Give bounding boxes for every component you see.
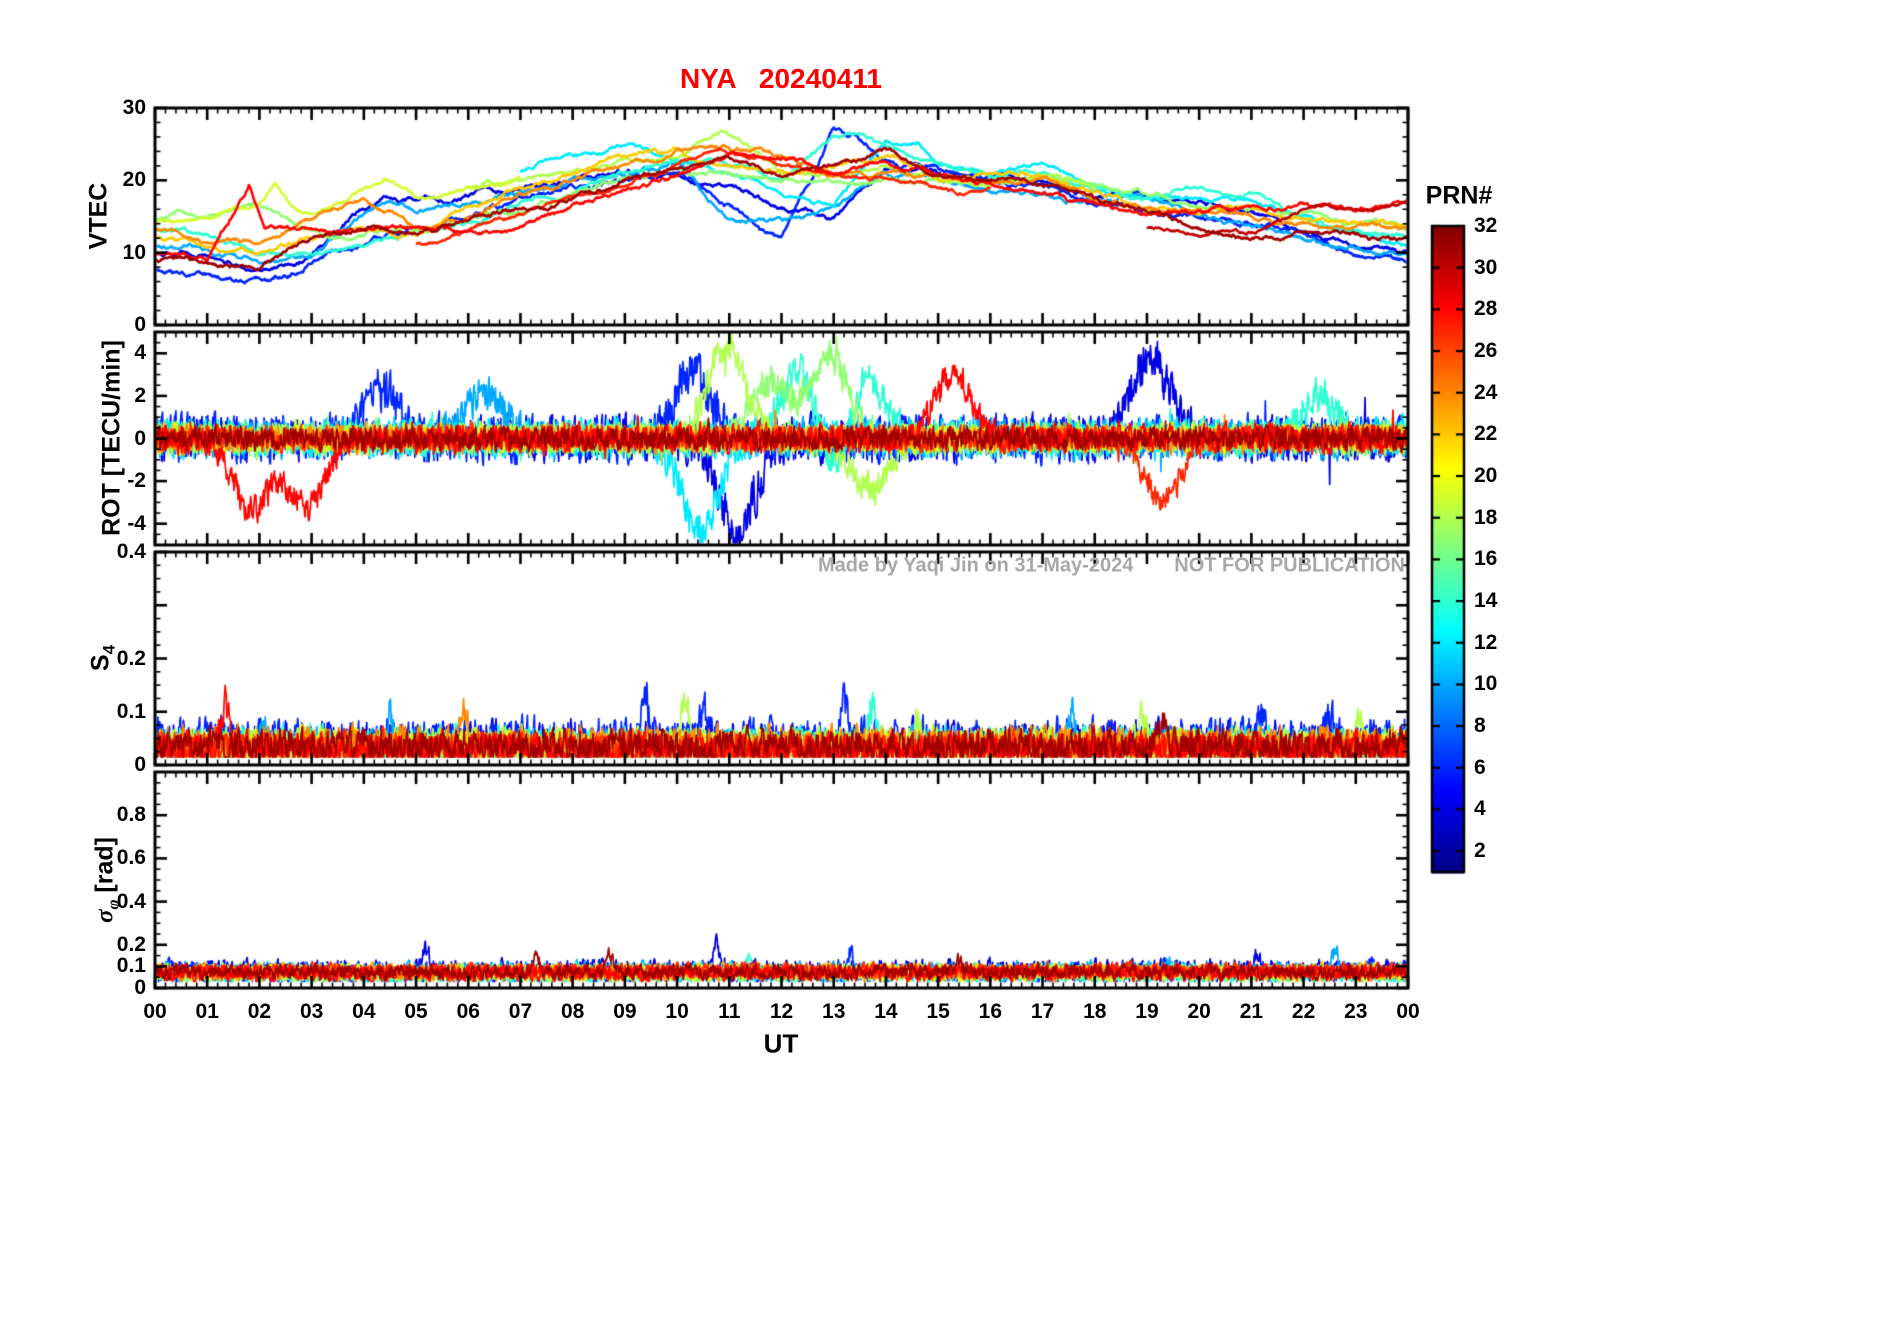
x-tick-label: 07 bbox=[508, 1000, 533, 1023]
ylabel-rot-text: ROT [TECU/min] bbox=[97, 340, 126, 536]
y-tick-label: 0 bbox=[134, 313, 146, 336]
x-tick-label: 00 bbox=[143, 1000, 167, 1023]
colorbar-tick-label: 14 bbox=[1474, 589, 1498, 613]
ylabel-s4-main: S bbox=[86, 654, 115, 672]
x-tick-label: 16 bbox=[978, 1000, 1003, 1023]
y-tick-label: 0.2 bbox=[116, 932, 146, 956]
x-tick-label: 05 bbox=[404, 1000, 428, 1023]
colorbar-tick-label: 18 bbox=[1474, 505, 1498, 529]
x-tick-label: 20 bbox=[1187, 1000, 1211, 1023]
y-tick-label: 20 bbox=[122, 168, 146, 192]
colorbar-tick-label: 2 bbox=[1474, 839, 1486, 863]
colorbar-tick-label: 28 bbox=[1474, 297, 1498, 321]
x-tick-label: 01 bbox=[195, 1000, 219, 1023]
colorbar-tick-label: 10 bbox=[1474, 672, 1498, 696]
y-tick-label: 30 bbox=[122, 96, 146, 119]
ylabel-sigma-main: σ bbox=[91, 909, 119, 923]
colorbar-tick-label: 6 bbox=[1474, 755, 1486, 779]
x-tick-label: 12 bbox=[769, 1000, 794, 1023]
x-tick-label: 15 bbox=[926, 1000, 950, 1023]
y-tick-label: 4 bbox=[134, 341, 146, 365]
colorbar-tick-label: 26 bbox=[1474, 339, 1498, 363]
x-tick-label: 10 bbox=[665, 1000, 689, 1023]
ylabel-rot: ROT [TECU/min] bbox=[98, 340, 127, 536]
y-tick-label: 0.8 bbox=[116, 803, 146, 827]
y-tick-label: -4 bbox=[127, 511, 146, 535]
ylabel-s4: S4 bbox=[87, 645, 120, 671]
y-tick-label: 0.4 bbox=[116, 540, 146, 563]
y-tick-label: 0 bbox=[134, 426, 146, 450]
colorbar-tick-label: 4 bbox=[1474, 797, 1486, 821]
x-tick-label: 22 bbox=[1291, 1000, 1316, 1023]
colorbar-tick-label: 8 bbox=[1474, 714, 1486, 738]
xlabel-ut: UT bbox=[763, 1028, 799, 1059]
x-tick-label: 18 bbox=[1083, 1000, 1107, 1023]
y-tick-label: 2 bbox=[134, 383, 146, 407]
watermark-notice: NOT FOR PUBLICATION bbox=[1174, 554, 1405, 577]
x-tick-label: 19 bbox=[1135, 1000, 1159, 1023]
x-tick-label: 03 bbox=[299, 1000, 324, 1023]
colorbar-tick-label: 24 bbox=[1474, 380, 1498, 404]
colorbar-tick-label: 20 bbox=[1474, 464, 1498, 488]
x-tick-label: 06 bbox=[456, 1000, 480, 1023]
x-tick-label: 21 bbox=[1239, 1000, 1264, 1023]
y-tick-label: 10 bbox=[122, 240, 146, 264]
colorbar-tick-label: 16 bbox=[1474, 547, 1498, 571]
y-tick-label: 0.6 bbox=[116, 846, 146, 870]
colorbar-tick-label: 12 bbox=[1474, 630, 1498, 654]
y-tick-label: -2 bbox=[127, 469, 146, 493]
colorbar-tick-label: 32 bbox=[1474, 214, 1498, 237]
x-tick-label: 14 bbox=[874, 1000, 898, 1023]
x-tick-label: 17 bbox=[1030, 1000, 1055, 1023]
ylabel-s4-sub: 4 bbox=[99, 644, 119, 655]
ylabel-vtec: VTEC bbox=[85, 183, 114, 250]
x-tick-label: 04 bbox=[352, 1000, 376, 1023]
colorbar-label: PRN# bbox=[1425, 181, 1493, 210]
colorbar-tick-label: 30 bbox=[1474, 255, 1498, 279]
y-tick-label: 0.1 bbox=[116, 699, 146, 723]
y-tick-label: 0.2 bbox=[116, 646, 146, 670]
colorbar-tick-label: 22 bbox=[1474, 422, 1498, 446]
y-tick-label: 0.4 bbox=[116, 889, 146, 913]
y-tick-label: 0.1 bbox=[116, 954, 146, 978]
y-tick-label: 0 bbox=[134, 976, 146, 999]
x-tick-label: 08 bbox=[560, 1000, 585, 1023]
x-tick-label: 23 bbox=[1344, 1000, 1368, 1023]
x-tick-label: 11 bbox=[718, 1000, 741, 1023]
x-tick-label: 09 bbox=[613, 1000, 637, 1023]
x-tick-label: 02 bbox=[247, 1000, 272, 1023]
ylabel-vtec-text: VTEC bbox=[84, 182, 113, 250]
watermark-credit: Made by Yaqi Jin on 31-May-2024 bbox=[818, 554, 1134, 577]
x-tick-label: 13 bbox=[822, 1000, 846, 1023]
ylabel-sigma-suffix: [rad] bbox=[90, 837, 119, 900]
x-tick-label: 00 bbox=[1396, 1000, 1420, 1023]
y-tick-label: 0 bbox=[134, 753, 146, 776]
chart-title: NYA 20240411 bbox=[680, 63, 882, 94]
